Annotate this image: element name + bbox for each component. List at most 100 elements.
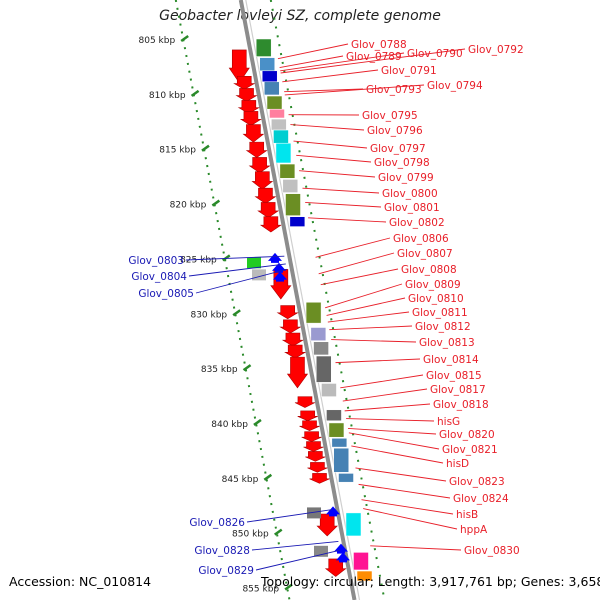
gene-label[interactable]: Glov_0814 [423, 354, 479, 366]
reverse-feature-block[interactable] [307, 507, 321, 519]
gene-label[interactable]: Glov_0811 [412, 307, 468, 319]
gene-arrow[interactable] [305, 451, 326, 462]
gene-arrow[interactable] [254, 187, 277, 204]
feature-block[interactable] [338, 473, 354, 483]
gene-label[interactable]: Glov_0799 [378, 172, 434, 184]
gene-arrow[interactable] [248, 157, 271, 174]
feature-block[interactable] [255, 38, 272, 57]
gene-arrow[interactable] [233, 75, 256, 90]
gene-label[interactable]: Glov_0801 [384, 202, 440, 214]
gene-arrow[interactable] [251, 171, 274, 190]
gene-arrow[interactable] [276, 305, 299, 320]
feature-block[interactable] [316, 355, 332, 383]
feature-block[interactable] [345, 512, 362, 537]
feature-block[interactable] [259, 57, 275, 72]
gene-arrow[interactable] [279, 319, 302, 334]
gene-arrow[interactable] [235, 88, 258, 102]
gene-label[interactable]: Glov_0821 [442, 444, 498, 456]
gene-label[interactable]: hisG [437, 416, 460, 428]
reverse-gene-arrow[interactable] [268, 252, 282, 263]
reverse-feature-block[interactable] [252, 269, 266, 281]
gene-label[interactable]: Glov_0796 [367, 125, 423, 137]
reverse-feature-block[interactable] [314, 545, 328, 557]
gene-label[interactable]: Glov_0826 [189, 517, 245, 529]
gene-label[interactable]: Glov_0829 [198, 565, 254, 577]
gene-label[interactable]: Glov_0810 [408, 293, 464, 305]
gene-label[interactable]: Glov_0813 [419, 337, 475, 349]
gene-arrow[interactable] [281, 332, 304, 347]
gene-arrow[interactable] [297, 410, 318, 422]
reverse-gene-arrow[interactable] [326, 506, 340, 517]
feature-block[interactable] [310, 327, 327, 341]
gene-arrow[interactable] [307, 462, 328, 473]
gene-arrow[interactable] [294, 396, 316, 408]
gene-arrow[interactable] [299, 420, 320, 431]
gene-arrow[interactable] [242, 124, 265, 143]
gene-label[interactable]: Glov_0818 [433, 399, 489, 411]
gene-label[interactable]: Glov_0807 [397, 248, 453, 260]
gene-label[interactable]: Glov_0809 [405, 279, 461, 291]
gene-label[interactable]: hppA [460, 524, 488, 536]
gene-label[interactable]: Glov_0802 [389, 217, 445, 229]
feature-block[interactable] [305, 302, 322, 324]
gene-arrow[interactable] [284, 344, 307, 359]
gene-label[interactable]: Glov_0791 [381, 65, 437, 77]
feature-block[interactable] [273, 129, 289, 144]
gene-label[interactable]: Glov_0790 [407, 48, 463, 60]
feature-block[interactable] [271, 118, 287, 131]
gene-arrow[interactable] [257, 202, 280, 219]
gene-label[interactable]: Glov_0804 [131, 271, 187, 283]
reverse-gene-arrow[interactable] [273, 271, 287, 282]
feature-block[interactable] [279, 163, 296, 179]
feature-block[interactable] [331, 438, 348, 448]
gene-label[interactable]: Glov_0800 [382, 188, 438, 200]
gene-arrow[interactable] [245, 141, 268, 158]
feature-block[interactable] [289, 216, 306, 227]
feature-block[interactable] [313, 341, 329, 356]
feature-block[interactable] [333, 447, 349, 473]
gene-arrow[interactable] [301, 431, 322, 442]
feature-block[interactable] [328, 422, 345, 438]
feature-block[interactable] [275, 142, 292, 164]
gene-label[interactable]: Glov_0828 [194, 545, 250, 557]
gene-label[interactable]: Glov_0823 [449, 476, 505, 488]
feature-block[interactable] [261, 70, 278, 83]
gene-label[interactable]: Glov_0812 [415, 321, 471, 333]
gene-arrow[interactable] [228, 49, 250, 84]
feature-block[interactable] [321, 383, 337, 397]
gene-label[interactable]: Glov_0803 [128, 255, 184, 267]
gene-label[interactable]: hisD [446, 458, 469, 470]
gene-label[interactable]: Glov_0797 [370, 143, 426, 155]
gene-label[interactable]: Glov_0795 [362, 110, 418, 122]
reverse-gene-arrow[interactable] [336, 552, 350, 563]
feature-block[interactable] [353, 552, 369, 571]
gene-label[interactable]: Glov_0788 [351, 39, 407, 51]
gene-label[interactable]: Glov_0798 [374, 157, 430, 169]
feature-block[interactable] [269, 108, 285, 119]
gene-arrow[interactable] [286, 356, 309, 389]
feature-block[interactable] [326, 409, 342, 422]
gene-label[interactable]: Glov_0794 [427, 80, 483, 92]
gene-arrow[interactable] [303, 441, 324, 452]
gene-arrow[interactable] [239, 111, 262, 127]
gene-label[interactable]: Glov_0808 [401, 264, 457, 276]
reverse-feature-block[interactable] [247, 257, 261, 269]
gene-arrow[interactable] [309, 473, 330, 484]
gene-label[interactable]: Glov_0792 [468, 44, 524, 56]
gene-label[interactable]: Glov_0820 [439, 429, 495, 441]
gene-label[interactable]: hisB [456, 509, 478, 521]
feature-block[interactable] [285, 193, 301, 216]
feature-block[interactable] [356, 570, 373, 582]
gene-label[interactable]: Glov_0830 [464, 545, 520, 557]
gene-label[interactable]: Glov_0824 [453, 493, 509, 505]
feature-block[interactable] [282, 179, 299, 193]
gene-label[interactable]: Glov_0817 [430, 384, 486, 396]
gene-label[interactable]: Glov_0793 [366, 84, 422, 96]
gene-arrow[interactable] [259, 216, 282, 233]
gene-label[interactable]: Glov_0805 [138, 288, 194, 300]
gene-label[interactable]: Glov_0806 [393, 233, 449, 245]
gene-arrow[interactable] [237, 100, 260, 114]
gene-label[interactable]: Glov_0815 [426, 370, 482, 382]
feature-block[interactable] [266, 95, 283, 110]
